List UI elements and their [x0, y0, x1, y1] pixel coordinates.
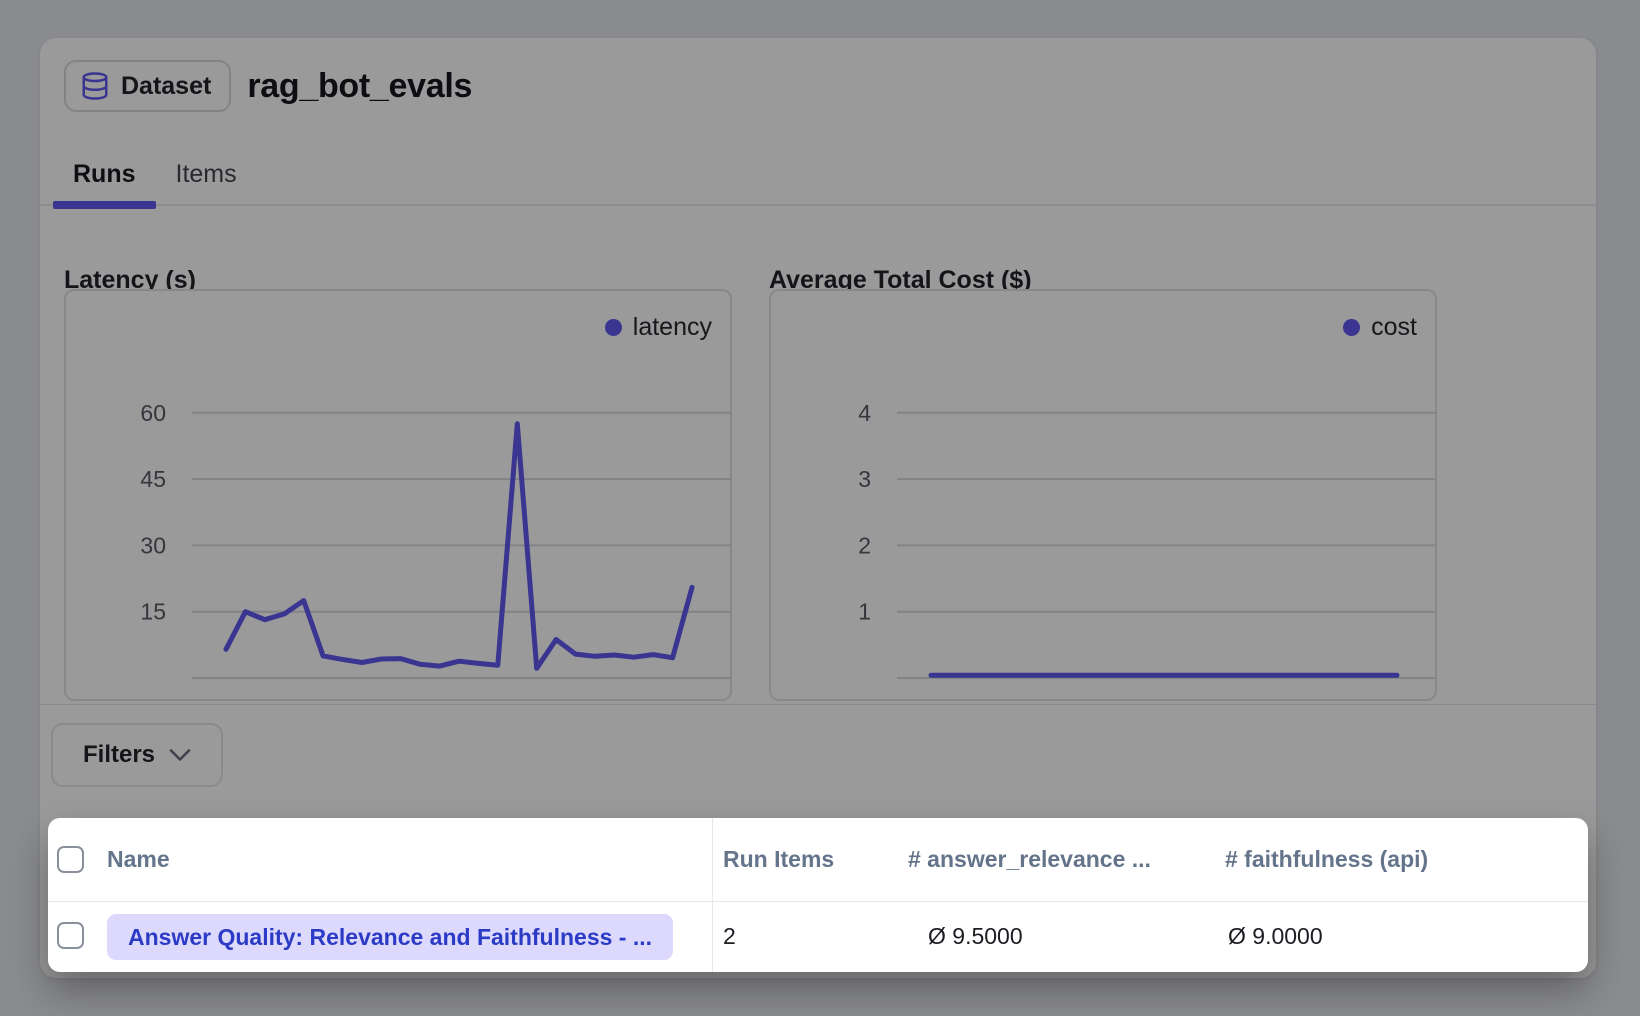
column-header-name[interactable]: Name — [107, 846, 170, 872]
faithfulness-value: Ø 9.0000 — [1228, 923, 1323, 949]
column-header-answer-relevance[interactable]: # answer_relevance ... — [908, 846, 1151, 872]
column-header-run-items[interactable]: Run Items — [723, 846, 835, 872]
dataset-badge-label: Dataset — [121, 71, 212, 100]
runs-table: Name Run Items # answer_relevance ... # … — [48, 818, 1588, 972]
svg-text:4: 4 — [858, 400, 871, 426]
table-row[interactable]: Answer Quality: Relevance and Faithfulne… — [48, 903, 1588, 972]
column-divider — [712, 818, 713, 972]
chevron-down-icon — [169, 749, 191, 761]
svg-text:1: 1 — [858, 599, 871, 625]
column-header-faithfulness[interactable]: # faithfulness (api) — [1225, 846, 1429, 872]
cost-chart-panel: 1 2 3 4 cost — [769, 289, 1437, 701]
cost-legend-label: cost — [1371, 313, 1417, 341]
tab-bar: Runs Items — [40, 144, 1596, 209]
page-header: Dataset rag_bot_evals — [64, 60, 472, 112]
tab-runs[interactable]: Runs — [53, 144, 156, 209]
latency-legend-label: latency — [632, 313, 712, 341]
run-items-value: 2 — [723, 923, 736, 949]
filters-button-label: Filters — [83, 741, 156, 768]
table-header-row: Name Run Items # answer_relevance ... # … — [48, 818, 1588, 902]
dataset-card: Dataset rag_bot_evals Runs Items Latency… — [40, 38, 1596, 978]
cost-legend-dot — [1343, 319, 1361, 336]
svg-text:60: 60 — [140, 400, 166, 426]
cost-line-plot: 1 2 3 4 — [858, 400, 1436, 679]
svg-text:15: 15 — [140, 599, 166, 625]
svg-text:3: 3 — [858, 466, 871, 492]
answer-relevance-value: Ø 9.5000 — [928, 923, 1023, 949]
section-divider — [40, 704, 1596, 705]
svg-text:2: 2 — [858, 532, 871, 558]
latency-line-plot: 15 30 45 60 — [140, 400, 731, 679]
select-all-checkbox[interactable] — [57, 846, 84, 873]
latency-legend-dot — [604, 319, 622, 336]
latency-chart-panel: 15 30 45 60 latency — [64, 289, 732, 701]
active-tab-underline — [53, 201, 156, 209]
run-name-link[interactable]: Answer Quality: Relevance and Faithfulne… — [107, 914, 674, 960]
cost-legend: cost — [1343, 313, 1417, 342]
row-checkbox[interactable] — [57, 922, 84, 949]
svg-text:45: 45 — [140, 466, 166, 492]
page-title: rag_bot_evals — [247, 66, 473, 105]
database-icon — [82, 72, 108, 100]
filters-button[interactable]: Filters — [51, 723, 224, 787]
tab-runs-label: Runs — [73, 159, 136, 188]
tab-items[interactable]: Items — [156, 144, 257, 204]
latency-legend: latency — [604, 313, 712, 342]
dataset-badge: Dataset — [64, 60, 232, 112]
svg-text:30: 30 — [140, 532, 166, 558]
tab-items-label: Items — [175, 159, 237, 188]
